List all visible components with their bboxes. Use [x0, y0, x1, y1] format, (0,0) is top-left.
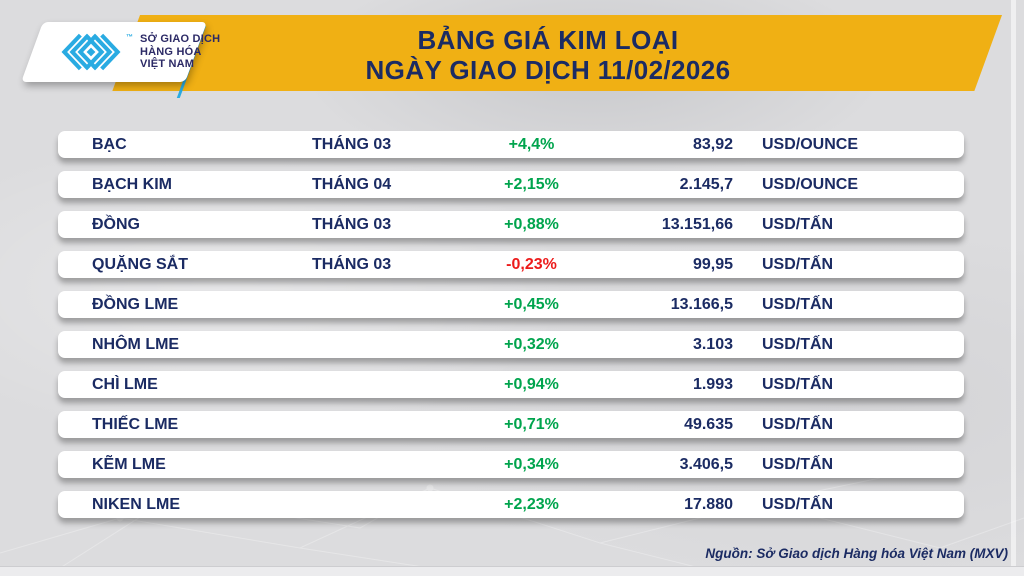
price-unit: USD/TẤN [762, 495, 834, 513]
bottom-strip [0, 566, 1024, 576]
percent-change: +4,4% [508, 135, 555, 153]
commodity-name: BẠCH KIM [92, 175, 172, 193]
price-value: 17.880 [684, 495, 733, 513]
price-unit: USD/TẤN [762, 255, 834, 273]
page-title: BẢNG GIÁ KIM LOẠI NGÀY GIAO DỊCH 11/02/2… [72, 25, 1024, 85]
trademark-symbol: ™ [126, 34, 133, 41]
price-unit: USD/TẤN [762, 215, 834, 233]
percent-change: +0,71% [504, 415, 559, 433]
mxv-logo: ™ SỞ GIAO DỊCH HÀNG HÓA VIỆT NAM [21, 22, 220, 82]
title-line2: NGÀY GIAO DỊCH 11/02/2026 [365, 55, 731, 85]
commodity-name: QUẶNG SẮT [92, 255, 188, 273]
table-row: NIKEN LME +2,23% 17.880 USD/TẤN [58, 491, 964, 518]
table-row: BẠC THÁNG 03 +4,4% 83,92 USD/OUNCE [58, 131, 964, 158]
logo-text-line2: HÀNG HÓA [140, 45, 202, 58]
contract-month: THÁNG 04 [312, 175, 392, 193]
price-value: 99,95 [692, 255, 733, 273]
commodity-name: THIẾC LME [92, 415, 179, 433]
commodity-name: NHÔM LME [92, 335, 180, 353]
percent-change: +0,88% [504, 215, 559, 233]
table-row: CHÌ LME +0,94% 1.993 USD/TẤN [58, 371, 964, 398]
logo-text-line3: VIỆT NAM [140, 58, 195, 71]
commodity-name: BẠC [92, 135, 127, 153]
logo-text: SỞ GIAO DỊCH HÀNG HÓA VIỆT NAM [140, 33, 220, 71]
percent-change: +2,15% [504, 175, 559, 193]
commodity-name: CHÌ LME [92, 375, 158, 393]
price-unit: USD/OUNCE [762, 175, 859, 193]
price-unit: USD/TẤN [762, 375, 834, 393]
background-ray [1011, 0, 1016, 576]
percent-change: +0,32% [504, 335, 559, 353]
commodity-name: KẼM LME [92, 455, 166, 473]
mxv-logo-mark [61, 33, 121, 71]
table-row: KẼM LME +0,34% 3.406,5 USD/TẤN [58, 451, 964, 478]
price-value: 3.103 [692, 335, 733, 353]
percent-change: +0,34% [504, 455, 559, 473]
source-note: Nguồn: Sở Giao dịch Hàng hóa Việt Nam (M… [705, 546, 1008, 561]
price-unit: USD/OUNCE [762, 135, 859, 153]
percent-change: +0,45% [504, 295, 559, 313]
price-unit: USD/TẤN [762, 335, 834, 353]
table-row: THIẾC LME +0,71% 49.635 USD/TẤN [58, 411, 964, 438]
logo-text-line1: SỞ GIAO DỊCH [140, 33, 221, 46]
percent-change: +0,94% [504, 375, 559, 393]
price-value: 49.635 [684, 415, 733, 433]
price-unit: USD/TẤN [762, 415, 834, 433]
table-row: ĐỒNG LME +0,45% 13.166,5 USD/TẤN [58, 291, 964, 318]
title-line1: BẢNG GIÁ KIM LOẠI [417, 25, 679, 55]
commodity-name: NIKEN LME [92, 495, 180, 513]
table-row: ĐỒNG THÁNG 03 +0,88% 13.151,66 USD/TẤN [58, 211, 964, 238]
price-unit: USD/TẤN [762, 455, 834, 473]
percent-change: +2,23% [504, 495, 559, 513]
price-table: BẠC THÁNG 03 +4,4% 83,92 USD/OUNCE BẠCH … [58, 131, 964, 531]
price-value: 1.993 [692, 375, 733, 393]
price-value: 2.145,7 [679, 175, 733, 193]
contract-month: THÁNG 03 [312, 215, 392, 233]
price-value: 83,92 [692, 135, 733, 153]
price-value: 13.166,5 [670, 295, 733, 313]
price-value: 3.406,5 [679, 455, 733, 473]
price-value: 13.151,66 [661, 215, 733, 233]
commodity-name: ĐỒNG [92, 215, 140, 233]
contract-month: THÁNG 03 [312, 255, 392, 273]
table-row: QUẶNG SẮT THÁNG 03 -0,23% 99,95 USD/TẤN [58, 251, 964, 278]
percent-change: -0,23% [506, 255, 557, 273]
table-row: NHÔM LME +0,32% 3.103 USD/TẤN [58, 331, 964, 358]
commodity-name: ĐỒNG LME [92, 295, 179, 313]
contract-month: THÁNG 03 [312, 135, 392, 153]
table-row: BẠCH KIM THÁNG 04 +2,15% 2.145,7 USD/OUN… [58, 171, 964, 198]
price-unit: USD/TẤN [762, 295, 834, 313]
